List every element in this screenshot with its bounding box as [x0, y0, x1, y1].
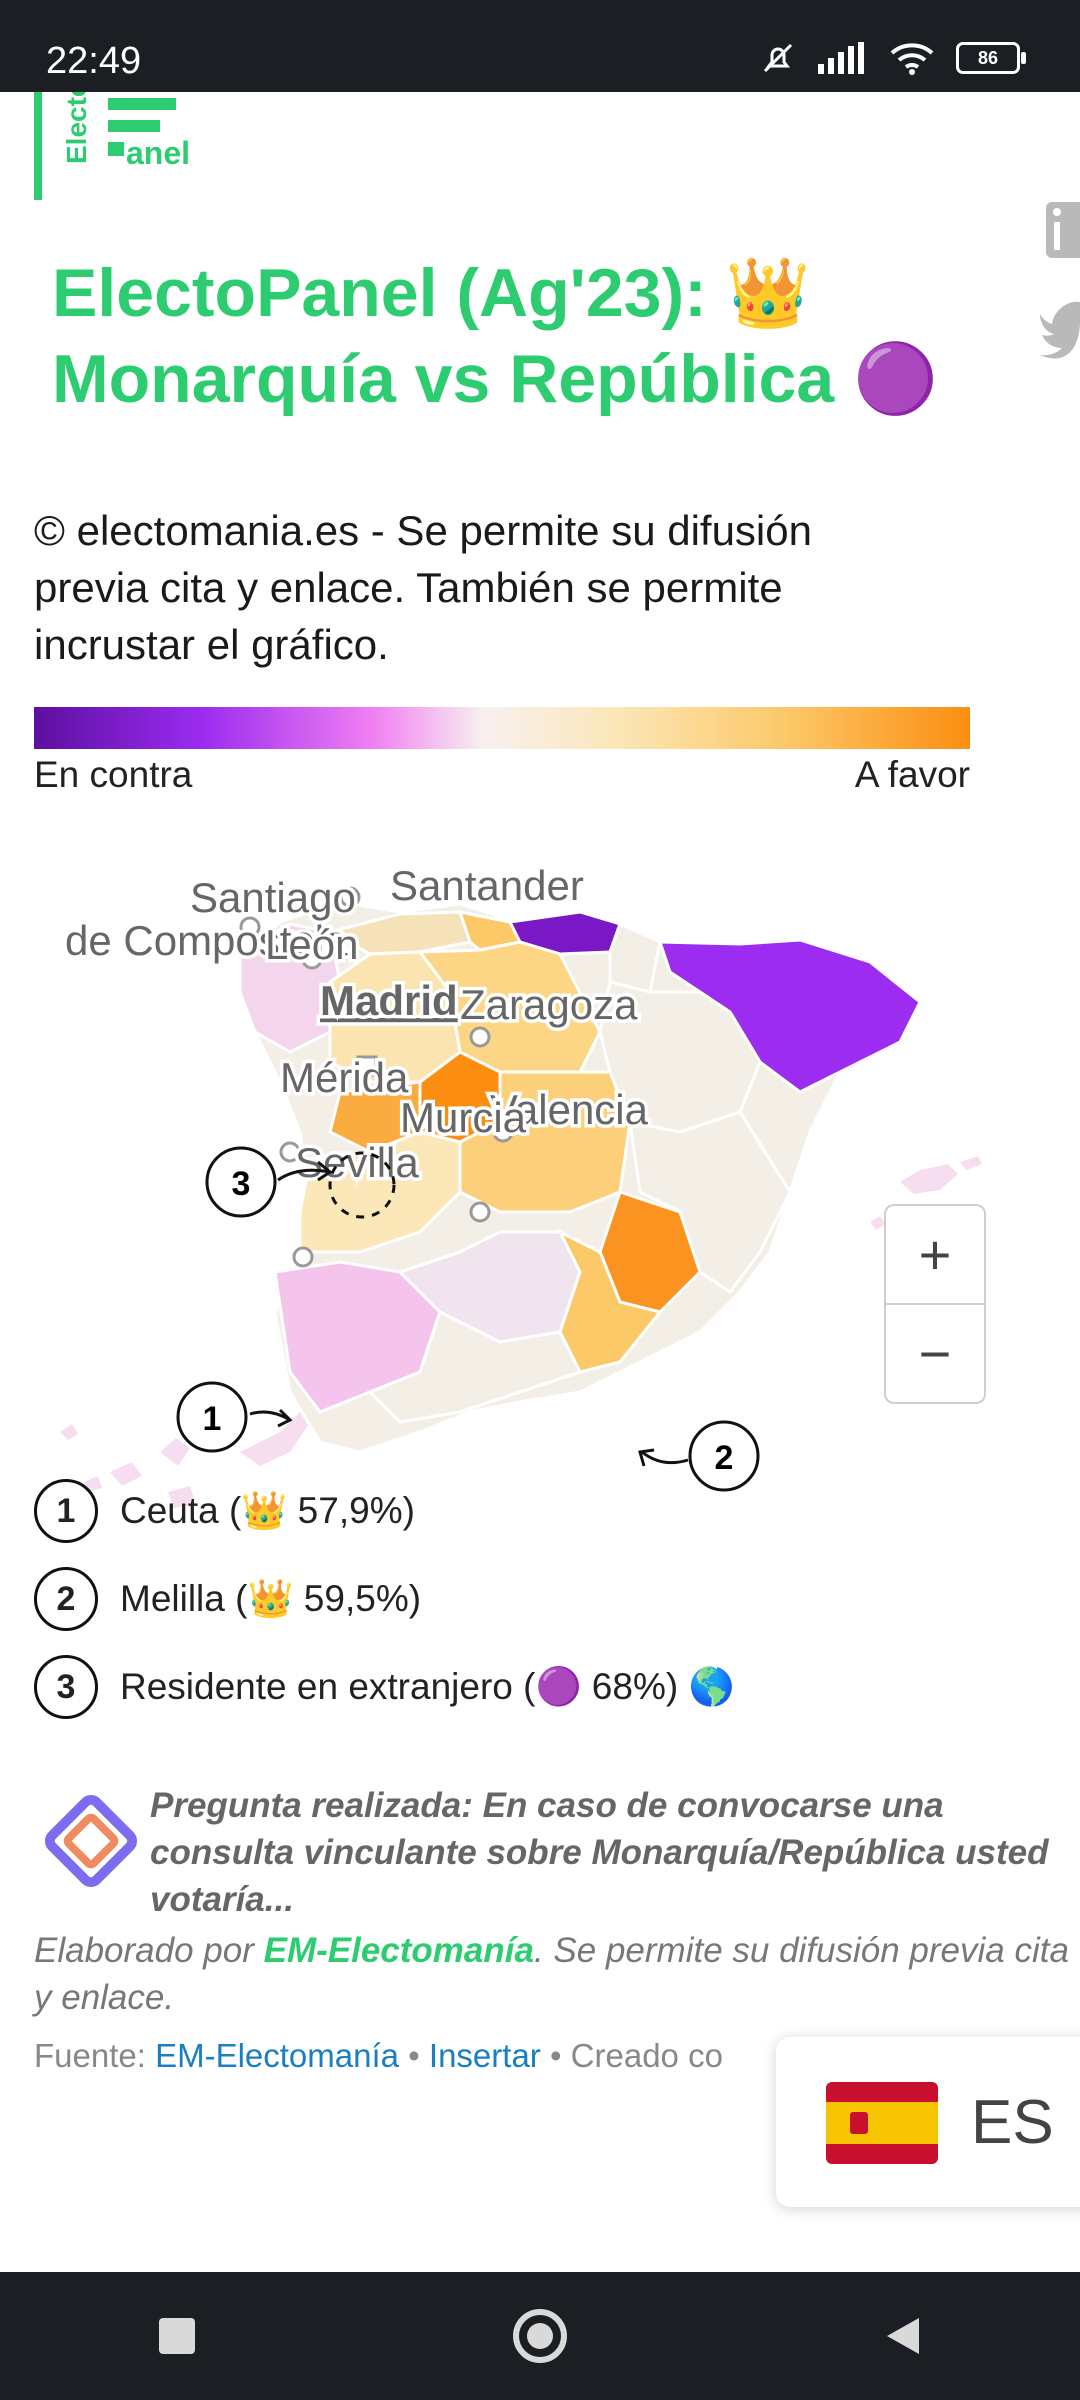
santiago-marker[interactable] — [239, 916, 261, 938]
city-label-zaragoza: Zaragoza — [460, 981, 638, 1028]
sevilla-marker[interactable] — [292, 1246, 314, 1268]
electopanel-logo: Electo anel — [61, 92, 204, 177]
svg-text:Electo: Electo — [64, 92, 92, 164]
castile-leon-east — [417, 940, 602, 1084]
electomania-logo-icon — [44, 1794, 138, 1888]
mute-bell-icon — [763, 43, 793, 73]
note-number: 1 — [34, 1479, 98, 1543]
andalusia-south — [367, 1309, 583, 1424]
city-label-merida: Mérida — [280, 1054, 409, 1101]
balearic-islands — [870, 1156, 982, 1230]
share-icons — [1040, 142, 1080, 407]
embed-link[interactable]: Insertar — [428, 2037, 541, 2074]
note-number: 2 — [34, 1567, 98, 1631]
source-label: Fuente: — [34, 2037, 156, 2074]
android-nav-bar — [0, 2272, 1080, 2400]
title-line-2: Monarquía vs República 🟣 — [52, 341, 938, 417]
callout-3[interactable]: 3 — [205, 1146, 396, 1219]
survey-question: Pregunta realizada: En caso de convocars… — [150, 1786, 1049, 1919]
back-button-icon[interactable] — [881, 2314, 925, 2358]
spain-choropleth-map[interactable]: Santiago de Compostela Santander León Za… — [40, 832, 1000, 1532]
svg-text:2: 2 — [715, 1439, 734, 1477]
city-label-madrid: Madrid — [320, 977, 458, 1024]
murcia-marker[interactable] — [469, 1201, 491, 1223]
status-time: 22:49 — [46, 40, 142, 82]
svg-text:anel: anel — [126, 135, 190, 171]
note-number: 3 — [34, 1655, 98, 1719]
leon-marker[interactable] — [301, 948, 323, 970]
source-link[interactable]: EM-Electomanía — [155, 2037, 400, 2074]
page-title: ElectoPanel (Ag'23): 👑 Monarquía vs Repú… — [52, 250, 1012, 422]
extremadura — [298, 1130, 462, 1254]
note-ceuta: 1 Ceuta (👑 57,9%) — [34, 1467, 735, 1555]
note-abroad: 3 Residente en extranjero (🟣 68%) 🌎 — [34, 1643, 735, 1731]
map-zoom-controls: + − — [884, 1204, 986, 1404]
castile-la-mancha — [458, 1070, 632, 1214]
city-label-santiago-2: de Compostela — [65, 917, 348, 964]
legend-label-against: En contra — [34, 754, 193, 795]
source-separator: • — [399, 2037, 429, 2074]
source-line: Fuente: EM-Electomanía • Insertar • Crea… — [34, 2037, 723, 2075]
note-text: Melilla (👑 59,5%) — [120, 1577, 422, 1619]
notes-list: 1 Ceuta (👑 57,9%) 2 Melilla (👑 59,5%) 3 … — [34, 1467, 735, 1731]
merida-marker[interactable] — [279, 1141, 301, 1163]
twitter-icon[interactable] — [1040, 301, 1080, 359]
note-melilla: 2 Melilla (👑 59,5%) — [34, 1555, 735, 1643]
zoom-out-button[interactable]: − — [918, 1322, 952, 1385]
svg-text:1: 1 — [203, 1400, 222, 1438]
city-label-santander: Santander — [390, 862, 584, 909]
city-label-santiago: Santiago — [190, 874, 356, 921]
callout-2[interactable]: 2 — [638, 1420, 760, 1492]
signal-icon — [818, 42, 864, 74]
credit-brand-link[interactable]: EM-Electomanía — [263, 1931, 534, 1970]
city-label-murcia: Murcia — [400, 1094, 527, 1141]
note-text: Residente en extranjero (🟣 68%) 🌎 — [120, 1665, 735, 1707]
note-text: Ceuta (👑 57,9%) — [120, 1489, 415, 1531]
city-label-valencia: Valencia — [490, 1086, 649, 1133]
credit-line: Elaborado por EM-Electomanía. Se permite… — [34, 1927, 1074, 2021]
valencian-community — [628, 1110, 792, 1295]
credit-prefix: Elaborado por — [34, 1931, 264, 1970]
zaragoza-marker[interactable] — [469, 1026, 491, 1048]
madrid-marker[interactable] — [356, 1055, 378, 1077]
credit-suffix: . Se permite su difusión previa cita y e… — [34, 1931, 1069, 2017]
language-code: ES — [971, 2088, 1054, 2157]
legend-label-favor: A favor — [854, 754, 970, 795]
zoom-in-button[interactable]: + — [886, 1206, 984, 1305]
recents-button-icon[interactable] — [155, 2314, 199, 2358]
copyright-notice: © electomania.es - Se permite su difusió… — [34, 507, 812, 668]
color-scale-legend — [34, 707, 970, 749]
title-line-1: ElectoPanel (Ag'23): 👑 — [52, 255, 811, 331]
spain-flag-icon — [826, 2082, 938, 2164]
battery-indicator: 86 — [956, 42, 1026, 74]
language-selector[interactable]: ES — [776, 2037, 1080, 2207]
logo-accent-bar — [34, 92, 42, 200]
status-bar: 22:49 86 — [0, 0, 1080, 92]
canary-islands — [60, 1412, 310, 1508]
linkedin-icon[interactable] — [1046, 202, 1080, 258]
status-icons: 86 — [760, 38, 1026, 78]
svg-text:3: 3 — [232, 1165, 251, 1203]
created-with-text: • Creado co — [540, 2037, 723, 2074]
article-page: Electo anel ElectoPanel (Ag'23): 👑 Monar… — [0, 92, 1080, 2272]
santander-marker[interactable] — [339, 886, 361, 908]
city-label-sevilla: Sevilla — [295, 1139, 419, 1186]
andalusia-east — [556, 1228, 663, 1374]
home-button-icon[interactable] — [510, 2306, 570, 2366]
valencia-marker[interactable] — [492, 1121, 514, 1143]
city-label-leon: León — [265, 921, 358, 968]
callout-1[interactable]: 1 — [176, 1381, 293, 1453]
wifi-icon — [890, 43, 934, 75]
